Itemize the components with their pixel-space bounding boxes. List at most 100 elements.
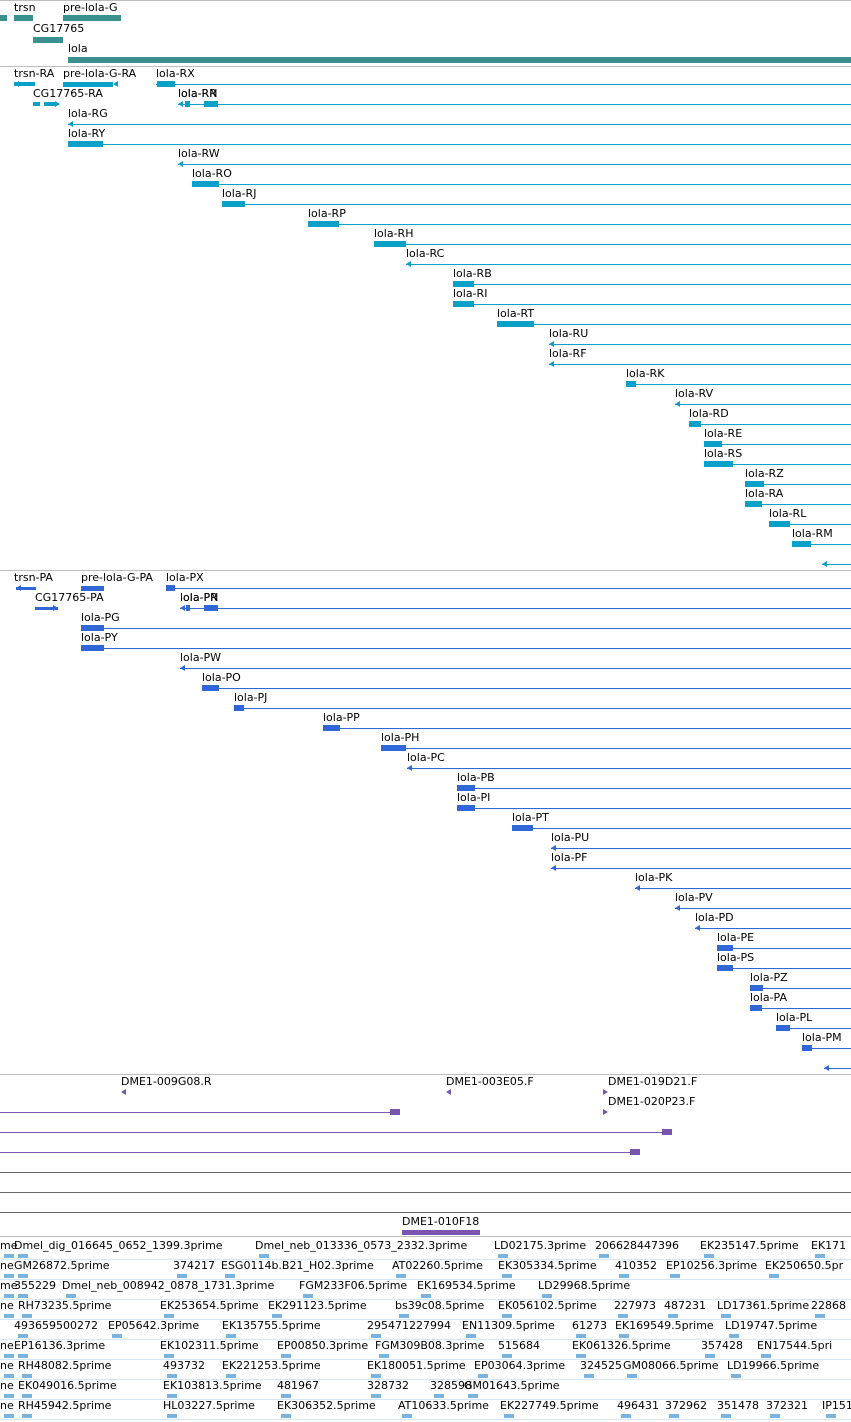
est-label-481967[interactable]: 481967 (277, 1379, 319, 1392)
transcript-label-lola-rt[interactable]: lola-RT (497, 307, 535, 320)
transcript-label-lola-rv[interactable]: lola-RV (675, 387, 714, 400)
gene-label-cg17765[interactable]: CG17765 (33, 22, 85, 35)
protein-label-lola-px[interactable]: lola-PX (166, 571, 204, 584)
est-label-ep00850-3prime[interactable]: EP00850.3prime (277, 1339, 369, 1352)
clone-label-dme1-020p23-f[interactable]: DME1-020P23.F (608, 1095, 696, 1108)
est-label-esg0114b-b21-h02-3prime[interactable]: ESG0114b.B21_H02.3prime (221, 1259, 374, 1272)
transcript-label-lola-ri[interactable]: lola-RI (453, 287, 488, 300)
transcript-label-lola-ru[interactable]: lola-RU (549, 327, 589, 340)
est-label-227973[interactable]: 227973 (614, 1299, 656, 1312)
est-label-328732[interactable]: 328732 (367, 1379, 409, 1392)
gene-label-pre-lola-g[interactable]: pre-lola-G (63, 1, 118, 14)
transcript-label-pre-lola-g-ra[interactable]: pre-lola-G-RA (63, 67, 137, 80)
est-label-gm01643-5prime[interactable]: GM01643.5prime (464, 1379, 560, 1392)
gene-label-trsn[interactable]: trsn (14, 1, 36, 14)
protein-label-lola-pe[interactable]: lola-PE (717, 931, 755, 944)
est-label-ek171[interactable]: EK171 (811, 1239, 847, 1252)
est-label-206628447396[interactable]: 206628447396 (595, 1239, 679, 1252)
transcript-label-lola-re[interactable]: lola-RE (704, 427, 743, 440)
clone-label-dme1-003e05-f[interactable]: DME1-003E05.F (446, 1075, 534, 1088)
est-label-ne[interactable]: ne (0, 1259, 14, 1272)
est-label-rh45942-5prime[interactable]: RH45942.5prime (18, 1399, 112, 1412)
est-label-355229[interactable]: 355229 (14, 1279, 56, 1292)
transcript-label-lola-rh[interactable]: lola-RH (374, 227, 414, 240)
est-label-515684[interactable]: 515684 (498, 1339, 540, 1352)
est-label-me[interactable]: me (0, 1279, 18, 1292)
est-label-bs39c08-5prime[interactable]: bs39c08.5prime (395, 1299, 485, 1312)
protein-label-lola-po[interactable]: lola-PO (202, 671, 241, 684)
est-label-ne[interactable]: ne (0, 1359, 14, 1372)
est-label-ek250650-5pr[interactable]: EK250650.5pr (765, 1259, 844, 1272)
est-label-ld29968-5prime[interactable]: LD29968.5prime (538, 1279, 631, 1292)
est-label-493659500272[interactable]: 493659500272 (14, 1319, 98, 1332)
transcript-label-lola-rg[interactable]: lola-RG (68, 107, 108, 120)
protein-label-lola-pg[interactable]: lola-PG (81, 611, 120, 624)
transcript-label-lola-rn[interactable]: lola-RN (178, 87, 218, 100)
est-label-ep16136-3prime[interactable]: EP16136.3prime (14, 1339, 106, 1352)
transcript-label-lola-rk[interactable]: lola-RK (626, 367, 665, 380)
transcript-label-lola-rf[interactable]: lola-RF (549, 347, 587, 360)
protein-label-lola-pt[interactable]: lola-PT (512, 811, 549, 824)
transcript-label-lola-ro[interactable]: lola-RO (192, 167, 232, 180)
protein-label-lola-py[interactable]: lola-PY (81, 631, 118, 644)
transcript-label-cg17765-ra[interactable]: CG17765-RA (33, 87, 103, 100)
est-label-ip151[interactable]: IP151 (822, 1399, 851, 1412)
est-label-fgm233f06-5prime[interactable]: FGM233F06.5prime (299, 1279, 408, 1292)
est-label-at02260-5prime[interactable]: AT02260.5prime (392, 1259, 483, 1272)
protein-label-lola-pd[interactable]: lola-PD (695, 911, 734, 924)
protein-label-lola-pz[interactable]: lola-PZ (750, 971, 788, 984)
est-label-ek291123-5prime[interactable]: EK291123.5prime (268, 1299, 367, 1312)
est-label-487231[interactable]: 487231 (664, 1299, 706, 1312)
protein-label-lola-pn[interactable]: lola-PN (180, 591, 219, 604)
est-label-ek180051-5prime[interactable]: EK180051.5prime (367, 1359, 466, 1372)
est-label-374217[interactable]: 374217 (173, 1259, 215, 1272)
transcript-label-lola-rc[interactable]: lola-RC (406, 247, 445, 260)
protein-label-lola-pv[interactable]: lola-PV (675, 891, 713, 904)
est-label-ek103813-5prime[interactable]: EK103813.5prime (163, 1379, 262, 1392)
est-label-en17544-5pri[interactable]: EN17544.5pri (757, 1339, 833, 1352)
est-label-ep05642-3prime[interactable]: EP05642.3prime (108, 1319, 200, 1332)
est-label-ld02175-3prime[interactable]: LD02175.3prime (494, 1239, 587, 1252)
protein-label-lola-pc[interactable]: lola-PC (407, 751, 445, 764)
est-label-ek049016-5prime[interactable]: EK049016.5prime (18, 1379, 117, 1392)
est-label-rh73235-5prime[interactable]: RH73235.5prime (18, 1299, 112, 1312)
est-label-ne[interactable]: ne (0, 1379, 14, 1392)
protein-label-lola-pa[interactable]: lola-PA (750, 991, 788, 1004)
est-label-493732[interactable]: 493732 (163, 1359, 205, 1372)
est-label-ek306352-5prime[interactable]: EK306352.5prime (277, 1399, 376, 1412)
protein-label-lola-ps[interactable]: lola-PS (717, 951, 755, 964)
transcript-label-lola-ry[interactable]: lola-RY (68, 127, 106, 140)
transcript-label-trsn-ra[interactable]: trsn-RA (14, 67, 55, 80)
protein-label-pre-lola-g-pa[interactable]: pre-lola-G-PA (81, 571, 153, 584)
transcript-label-lola-rd[interactable]: lola-RD (689, 407, 729, 420)
est-label-fgm309b08-3prime[interactable]: FGM309B08.3prime (375, 1339, 485, 1352)
est-label-372962[interactable]: 372962 (665, 1399, 707, 1412)
protein-label-lola-pw[interactable]: lola-PW (180, 651, 222, 664)
est-label-ld17361-5prime[interactable]: LD17361.5prime (717, 1299, 810, 1312)
clone-label-dme1-009g08-r[interactable]: DME1-009G08.R (121, 1075, 212, 1088)
est-label-ek305334-5prime[interactable]: EK305334.5prime (498, 1259, 597, 1272)
est-label-324525[interactable]: 324525 (580, 1359, 622, 1372)
est-label-dmel-neb-008942-0878-1731-3prime[interactable]: Dmel_neb_008942_0878_1731.3prime (62, 1279, 275, 1292)
est-label-ek169534-5prime[interactable]: EK169534.5prime (417, 1279, 516, 1292)
est-label-22868[interactable]: 22868 (811, 1299, 846, 1312)
protein-label-lola-pk[interactable]: lola-PK (635, 871, 673, 884)
est-label-410352[interactable]: 410352 (615, 1259, 657, 1272)
est-label-rh48082-5prime[interactable]: RH48082.5prime (18, 1359, 112, 1372)
protein-label-lola-pj[interactable]: lola-PJ (234, 691, 268, 704)
protein-label-lola-pu[interactable]: lola-PU (551, 831, 590, 844)
est-label-351478[interactable]: 351478 (717, 1399, 759, 1412)
est-label-ek102311-5prime[interactable]: EK102311.5prime (160, 1339, 259, 1352)
est-label-61273[interactable]: 61273 (572, 1319, 607, 1332)
est-label-ek221253-5prime[interactable]: EK221253.5prime (222, 1359, 321, 1372)
est-label-me[interactable]: me (0, 1239, 18, 1252)
est-label-hl03227-5prime[interactable]: HL03227.5prime (163, 1399, 255, 1412)
est-label-ne[interactable]: ne (0, 1339, 14, 1352)
est-label-gm26872-5prime[interactable]: GM26872.5prime (14, 1259, 110, 1272)
est-label-ne[interactable]: ne (0, 1399, 14, 1412)
protein-label-lola-pl[interactable]: lola-PL (776, 1011, 813, 1024)
est-label-dmel-neb-013336-0573-2332-3prime[interactable]: Dmel_neb_013336_0573_2332.3prime (255, 1239, 468, 1252)
transcript-label-lola-rp[interactable]: lola-RP (308, 207, 346, 220)
est-label-ld19747-5prime[interactable]: LD19747.5prime (725, 1319, 818, 1332)
protein-label-lola-pr[interactable]: lola-PR (180, 591, 218, 604)
